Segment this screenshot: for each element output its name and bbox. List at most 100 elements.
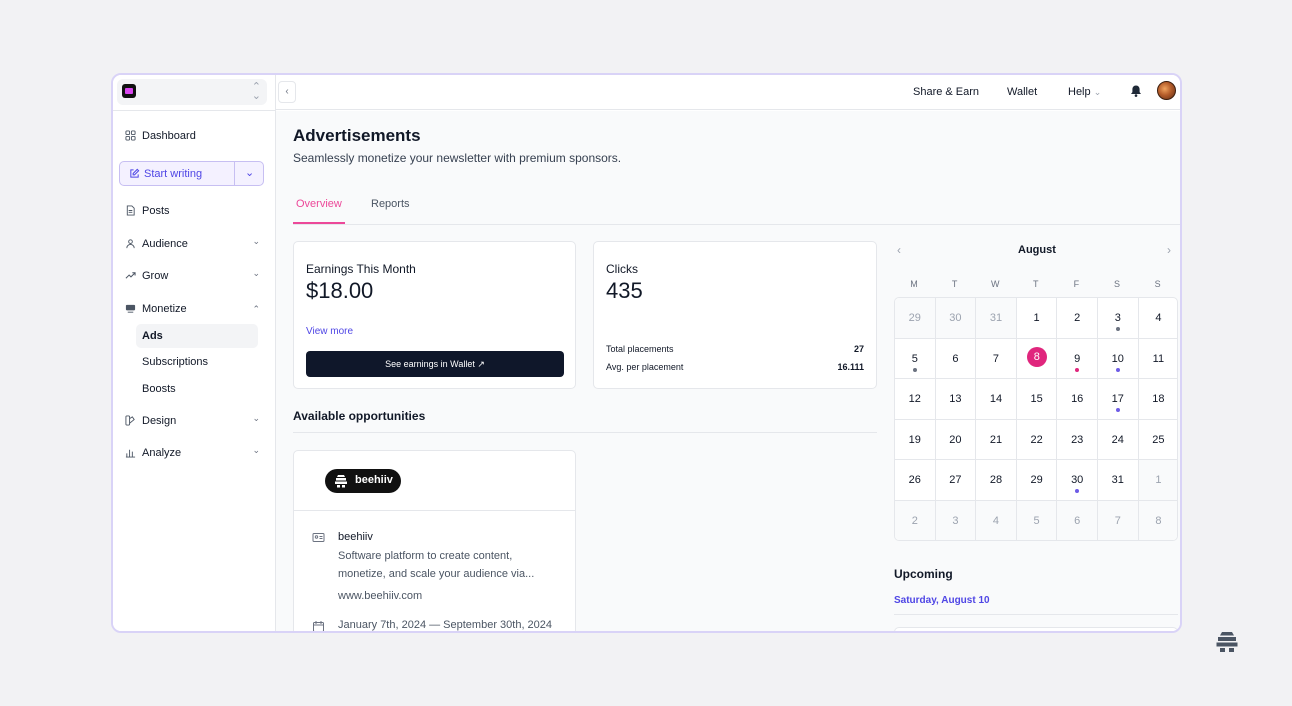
calendar-day[interactable]: 19 bbox=[895, 419, 936, 460]
calendar-day[interactable]: 8 bbox=[1016, 338, 1058, 379]
weekday-label: S bbox=[1154, 279, 1161, 289]
tab-overview[interactable]: Overview bbox=[296, 198, 342, 210]
view-more-link[interactable]: View more bbox=[306, 326, 354, 337]
calendar-day[interactable]: 4 bbox=[976, 500, 1017, 540]
calendar-day[interactable]: 11 bbox=[1138, 339, 1177, 379]
wallet-link[interactable]: Wallet bbox=[1007, 86, 1038, 98]
sidebar-item-label: Posts bbox=[142, 205, 170, 217]
opportunity-card[interactable]: beehiiv beehiiv Software platform to cre… bbox=[293, 450, 576, 631]
sidebar-divider bbox=[113, 110, 276, 111]
help-menu[interactable]: Help ⌄ bbox=[1068, 86, 1101, 98]
day-number: 12 bbox=[908, 393, 921, 405]
calendar-day[interactable]: 26 bbox=[895, 460, 936, 501]
sidebar-item-grow[interactable]: Grow ⌄ bbox=[113, 264, 276, 288]
campaign-dates: January 7th, 2024 — September 30th, 2024 bbox=[338, 619, 553, 631]
total-placements-value: 27 bbox=[853, 344, 864, 354]
palette-icon bbox=[125, 415, 135, 426]
calendar-day[interactable]: 7 bbox=[976, 338, 1017, 379]
calendar-day[interactable]: 14 bbox=[976, 379, 1017, 420]
calendar-day[interactable]: 31 bbox=[976, 298, 1017, 339]
day-number: 1 bbox=[1155, 474, 1162, 486]
start-writing-label: Start writing bbox=[144, 168, 203, 180]
calendar-day[interactable]: 10 bbox=[1098, 338, 1139, 379]
day-number: 13 bbox=[949, 393, 962, 405]
sidebar-item-dashboard[interactable]: Dashboard bbox=[113, 124, 276, 148]
calendar-day[interactable]: 3 bbox=[1098, 298, 1139, 339]
upcoming-title: Upcoming bbox=[894, 567, 953, 581]
share-earn-link[interactable]: Share & Earn bbox=[913, 86, 980, 98]
day-number: 6 bbox=[1074, 514, 1081, 527]
calendar-day[interactable]: 28 bbox=[976, 460, 1017, 501]
sidebar-item-design[interactable]: Design ⌄ bbox=[113, 409, 276, 433]
calendar-day[interactable]: 5 bbox=[895, 338, 936, 379]
calendar-day[interactable]: 6 bbox=[935, 338, 977, 379]
calendar-day[interactable]: 23 bbox=[1057, 419, 1098, 460]
calendar-day[interactable]: 13 bbox=[935, 379, 977, 420]
document-icon bbox=[126, 205, 135, 216]
earnings-card: Earnings This Month $18.00 View more See… bbox=[293, 241, 576, 389]
today-marker: 8 bbox=[1026, 346, 1047, 367]
chevron-down-icon: ⌄ bbox=[252, 413, 260, 423]
previous-month-button[interactable]: ‹ bbox=[897, 243, 901, 257]
calendar-day[interactable]: 18 bbox=[1138, 379, 1177, 420]
calendar-day[interactable]: 24 bbox=[1098, 419, 1139, 460]
sidebar-item-posts[interactable]: Posts bbox=[113, 199, 276, 223]
calendar-day[interactable]: 12 bbox=[895, 379, 936, 420]
calendar-day[interactable]: 7 bbox=[1098, 500, 1139, 540]
calendar-day[interactable]: 17 bbox=[1098, 379, 1139, 420]
day-number: 2 bbox=[1074, 312, 1081, 324]
sidebar-item-boosts[interactable]: Boosts bbox=[136, 377, 258, 401]
workspace-switcher[interactable]: ⌃ ⌄ bbox=[117, 79, 267, 105]
calendar-day[interactable]: 8 bbox=[1138, 500, 1177, 540]
calendar-day[interactable]: 20 bbox=[935, 419, 977, 460]
see-earnings-wallet-button[interactable]: See earnings in Wallet ↗ bbox=[306, 351, 564, 377]
tab-reports[interactable]: Reports bbox=[371, 198, 410, 210]
calendar-day[interactable]: 22 bbox=[1016, 419, 1058, 460]
calendar-grid: 29 30 31 1 2 3 4 5 6 7 8 9 10 11 12 13 14 15 16 17 18 19 20 21 2… bbox=[894, 297, 1178, 541]
calendar-day[interactable]: 29 bbox=[1016, 460, 1058, 501]
chevron-down-icon[interactable]: ⌄ bbox=[245, 167, 255, 179]
calendar-day[interactable]: 5 bbox=[1016, 500, 1058, 540]
brand-name: beehiiv bbox=[355, 474, 393, 486]
weekday-label: T bbox=[951, 279, 958, 289]
calendar-day[interactable]: 30 bbox=[935, 298, 977, 339]
calendar-day[interactable]: 29 bbox=[895, 298, 936, 339]
sidebar-item-label: Subscriptions bbox=[142, 356, 209, 368]
sidebar-item-ads[interactable]: Ads bbox=[136, 324, 258, 348]
calendar-day[interactable]: 1 bbox=[1138, 460, 1177, 501]
day-number: 3 bbox=[1114, 312, 1121, 324]
brand-logo: beehiiv bbox=[325, 469, 401, 493]
sidebar-item-subscriptions[interactable]: Subscriptions bbox=[136, 350, 258, 374]
collapse-sidebar-button[interactable]: ‹ bbox=[278, 81, 296, 103]
avatar[interactable] bbox=[1157, 81, 1176, 100]
calendar-day[interactable]: 30 bbox=[1057, 460, 1098, 501]
chevron-updown-icon: ⌃ ⌄ bbox=[251, 81, 261, 102]
calendar-day[interactable]: 2 bbox=[895, 500, 936, 540]
sidebar-item-audience[interactable]: Audience ⌄ bbox=[113, 232, 276, 256]
calendar-day[interactable]: 6 bbox=[1057, 500, 1098, 540]
page-subtitle: Seamlessly monetize your newsletter with… bbox=[293, 151, 622, 165]
calendar-day[interactable]: 3 bbox=[935, 500, 977, 540]
calendar-day[interactable]: 9 bbox=[1057, 338, 1098, 379]
sidebar-item-analyze[interactable]: Analyze ⌄ bbox=[113, 441, 276, 465]
upcoming-item[interactable] bbox=[894, 627, 1178, 631]
sidebar: ⌃ ⌄ Dashboard Start writing ⌄ Posts Audie… bbox=[113, 75, 276, 631]
sidebar-item-monetize[interactable]: Monetize ⌃ bbox=[113, 297, 276, 321]
day-number: 20 bbox=[949, 433, 962, 446]
calendar-day[interactable]: 15 bbox=[1016, 379, 1058, 420]
calendar-day[interactable]: 27 bbox=[935, 460, 977, 501]
weekday-label: F bbox=[1073, 279, 1080, 289]
calendar-day[interactable]: 4 bbox=[1138, 298, 1177, 339]
bell-icon[interactable] bbox=[1129, 84, 1143, 98]
total-placements-label: Total placements bbox=[606, 344, 674, 354]
calendar-day[interactable]: 31 bbox=[1098, 460, 1139, 501]
next-month-button[interactable]: › bbox=[1167, 243, 1171, 257]
start-writing-button[interactable]: Start writing ⌄ bbox=[119, 161, 264, 186]
event-dot bbox=[913, 367, 917, 372]
calendar-day[interactable]: 2 bbox=[1057, 298, 1098, 339]
calendar-day[interactable]: 21 bbox=[976, 419, 1017, 460]
calendar-day[interactable]: 25 bbox=[1138, 420, 1177, 460]
calendar-day[interactable]: 16 bbox=[1057, 379, 1098, 420]
calendar-day[interactable]: 1 bbox=[1016, 298, 1058, 339]
advertiser-url[interactable]: www.beehiiv.com bbox=[338, 590, 423, 602]
